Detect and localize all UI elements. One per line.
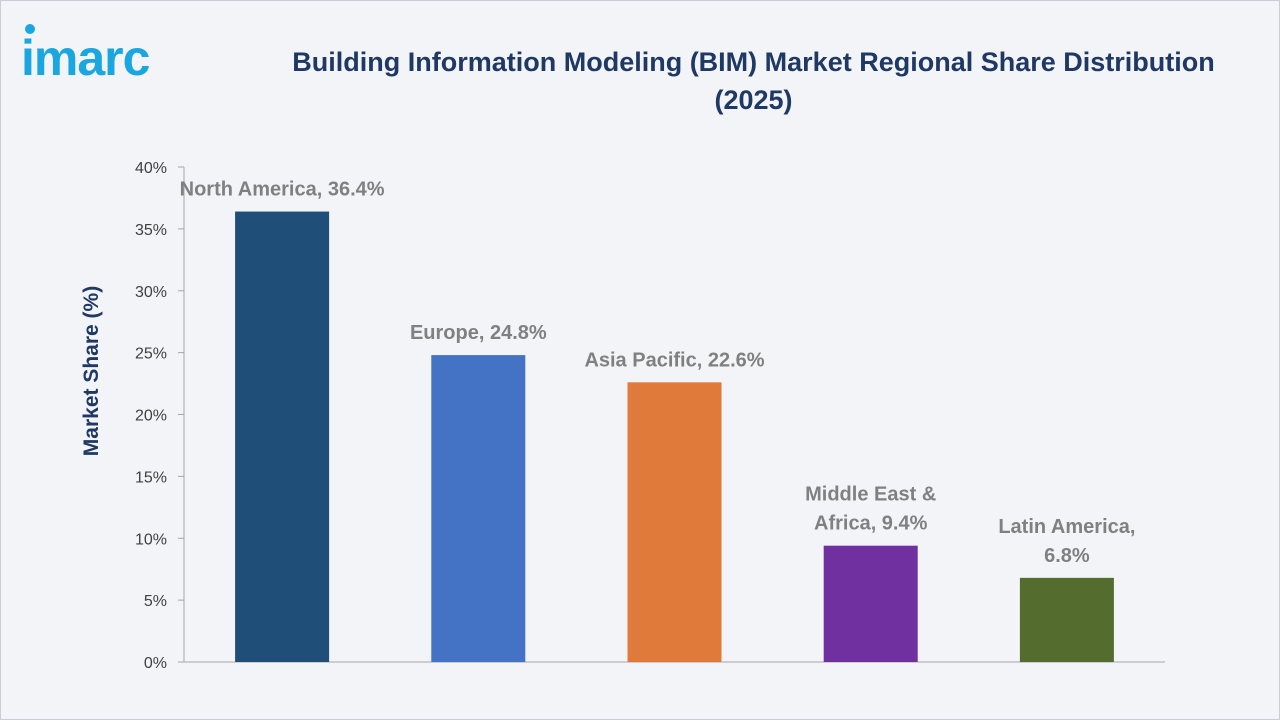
bar <box>235 211 330 663</box>
bar-data-label: Asia Pacific, 22.6% <box>584 349 764 371</box>
bar-data-label: North America, 36.4% <box>180 179 385 201</box>
bars <box>235 211 1114 663</box>
y-axis: 0% 5% 10% 15% 20% 25% 30% 35% 40% <box>135 160 1165 672</box>
chart-title-line-2: (2025) <box>714 85 793 115</box>
bar <box>823 545 918 662</box>
bar <box>1019 577 1114 662</box>
y-tick-label: 30% <box>135 284 167 301</box>
chart-title: Building Information Modeling (BIM) Mark… <box>251 43 1256 119</box>
bar-data-label: Europe, 24.8% <box>410 322 547 344</box>
y-tick-label: 5% <box>144 593 167 610</box>
chart-title-line-1: Building Information Modeling (BIM) Mark… <box>292 47 1215 77</box>
y-tick-label: 20% <box>135 408 167 425</box>
imarc-logo: imarc <box>21 24 151 83</box>
y-tick-label: 15% <box>135 469 167 486</box>
logo-text: imarc <box>21 30 150 83</box>
y-axis-label: Market Share (%) <box>80 286 103 456</box>
y-tick-label: 0% <box>144 655 167 672</box>
bar-data-label: Latin America, 6.8% <box>998 516 1135 567</box>
bar <box>627 382 722 662</box>
y-tick-label: 35% <box>135 222 167 239</box>
logo-dot <box>25 24 35 34</box>
y-tick-label: 25% <box>135 346 167 363</box>
y-tick-label: 10% <box>135 531 167 548</box>
data-labels: North America, 36.4% Europe, 24.8% Asia Pa… <box>180 179 1136 567</box>
y-tick-label: 40% <box>135 160 167 177</box>
bar-data-label: Middle East & Africa, 9.4% <box>805 484 936 535</box>
bar <box>431 355 526 662</box>
